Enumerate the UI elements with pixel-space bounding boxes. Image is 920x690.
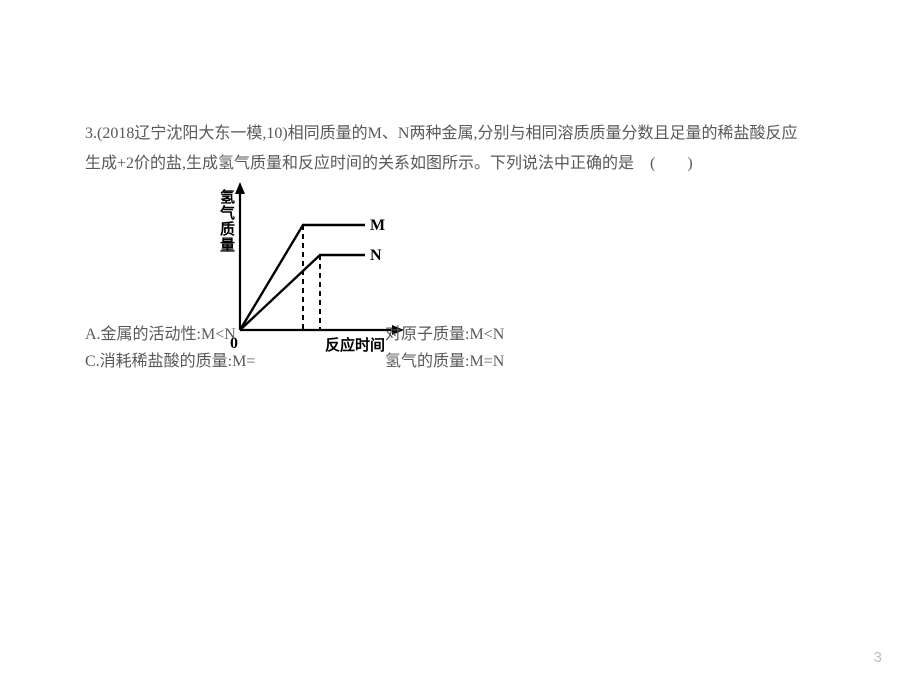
y-label-c1: 气 <box>219 204 235 222</box>
y-axis-arrow <box>235 182 245 194</box>
option-c: C.消耗稀盐酸的质量:M= <box>85 347 385 371</box>
series-n-label: N <box>370 247 382 264</box>
series-m-label: M <box>370 217 385 234</box>
option-b-suffix: 对原子质量:M<N <box>385 320 504 344</box>
series-m-line <box>240 225 365 330</box>
page-number: 3 <box>874 649 882 666</box>
option-a: A.金属的活动性:M<N <box>85 320 385 344</box>
option-d-suffix: 氢气的质量:M=N <box>385 347 504 371</box>
question-stem-line2: 生成+2价的盐,生成氢气质量和反应时间的关系如图所示。下列说法中正确的是 ( ) <box>85 150 845 178</box>
y-label-c3: 量 <box>220 237 235 254</box>
y-label-c2: 质 <box>220 220 235 238</box>
y-label-c0: 氢 <box>220 188 235 206</box>
question-stem-line1: 3.(2018辽宁沈阳大东一模,10)相同质量的M、N两种金属,分别与相同溶质质… <box>85 120 845 148</box>
